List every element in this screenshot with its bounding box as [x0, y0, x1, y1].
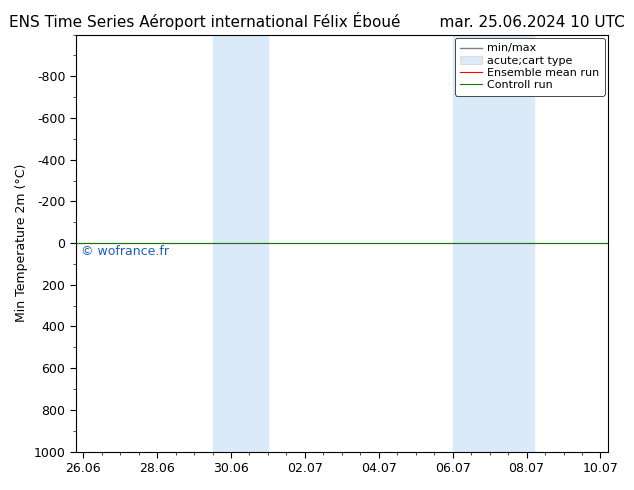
- Bar: [212, 35, 238, 452]
- Bar: [453, 35, 482, 452]
- Y-axis label: Min Temperature 2m (°C): Min Temperature 2m (°C): [15, 164, 28, 322]
- Legend: min/max, acute;cart type, Ensemble mean run, Controll run: min/max, acute;cart type, Ensemble mean …: [455, 38, 605, 96]
- Text: ENS Time Series Aéroport international Félix Éboué        mar. 25.06.2024 10 UTC: ENS Time Series Aéroport international F…: [9, 12, 625, 30]
- Bar: [238, 35, 268, 452]
- Text: © wofrance.fr: © wofrance.fr: [81, 245, 169, 258]
- Bar: [482, 35, 534, 452]
